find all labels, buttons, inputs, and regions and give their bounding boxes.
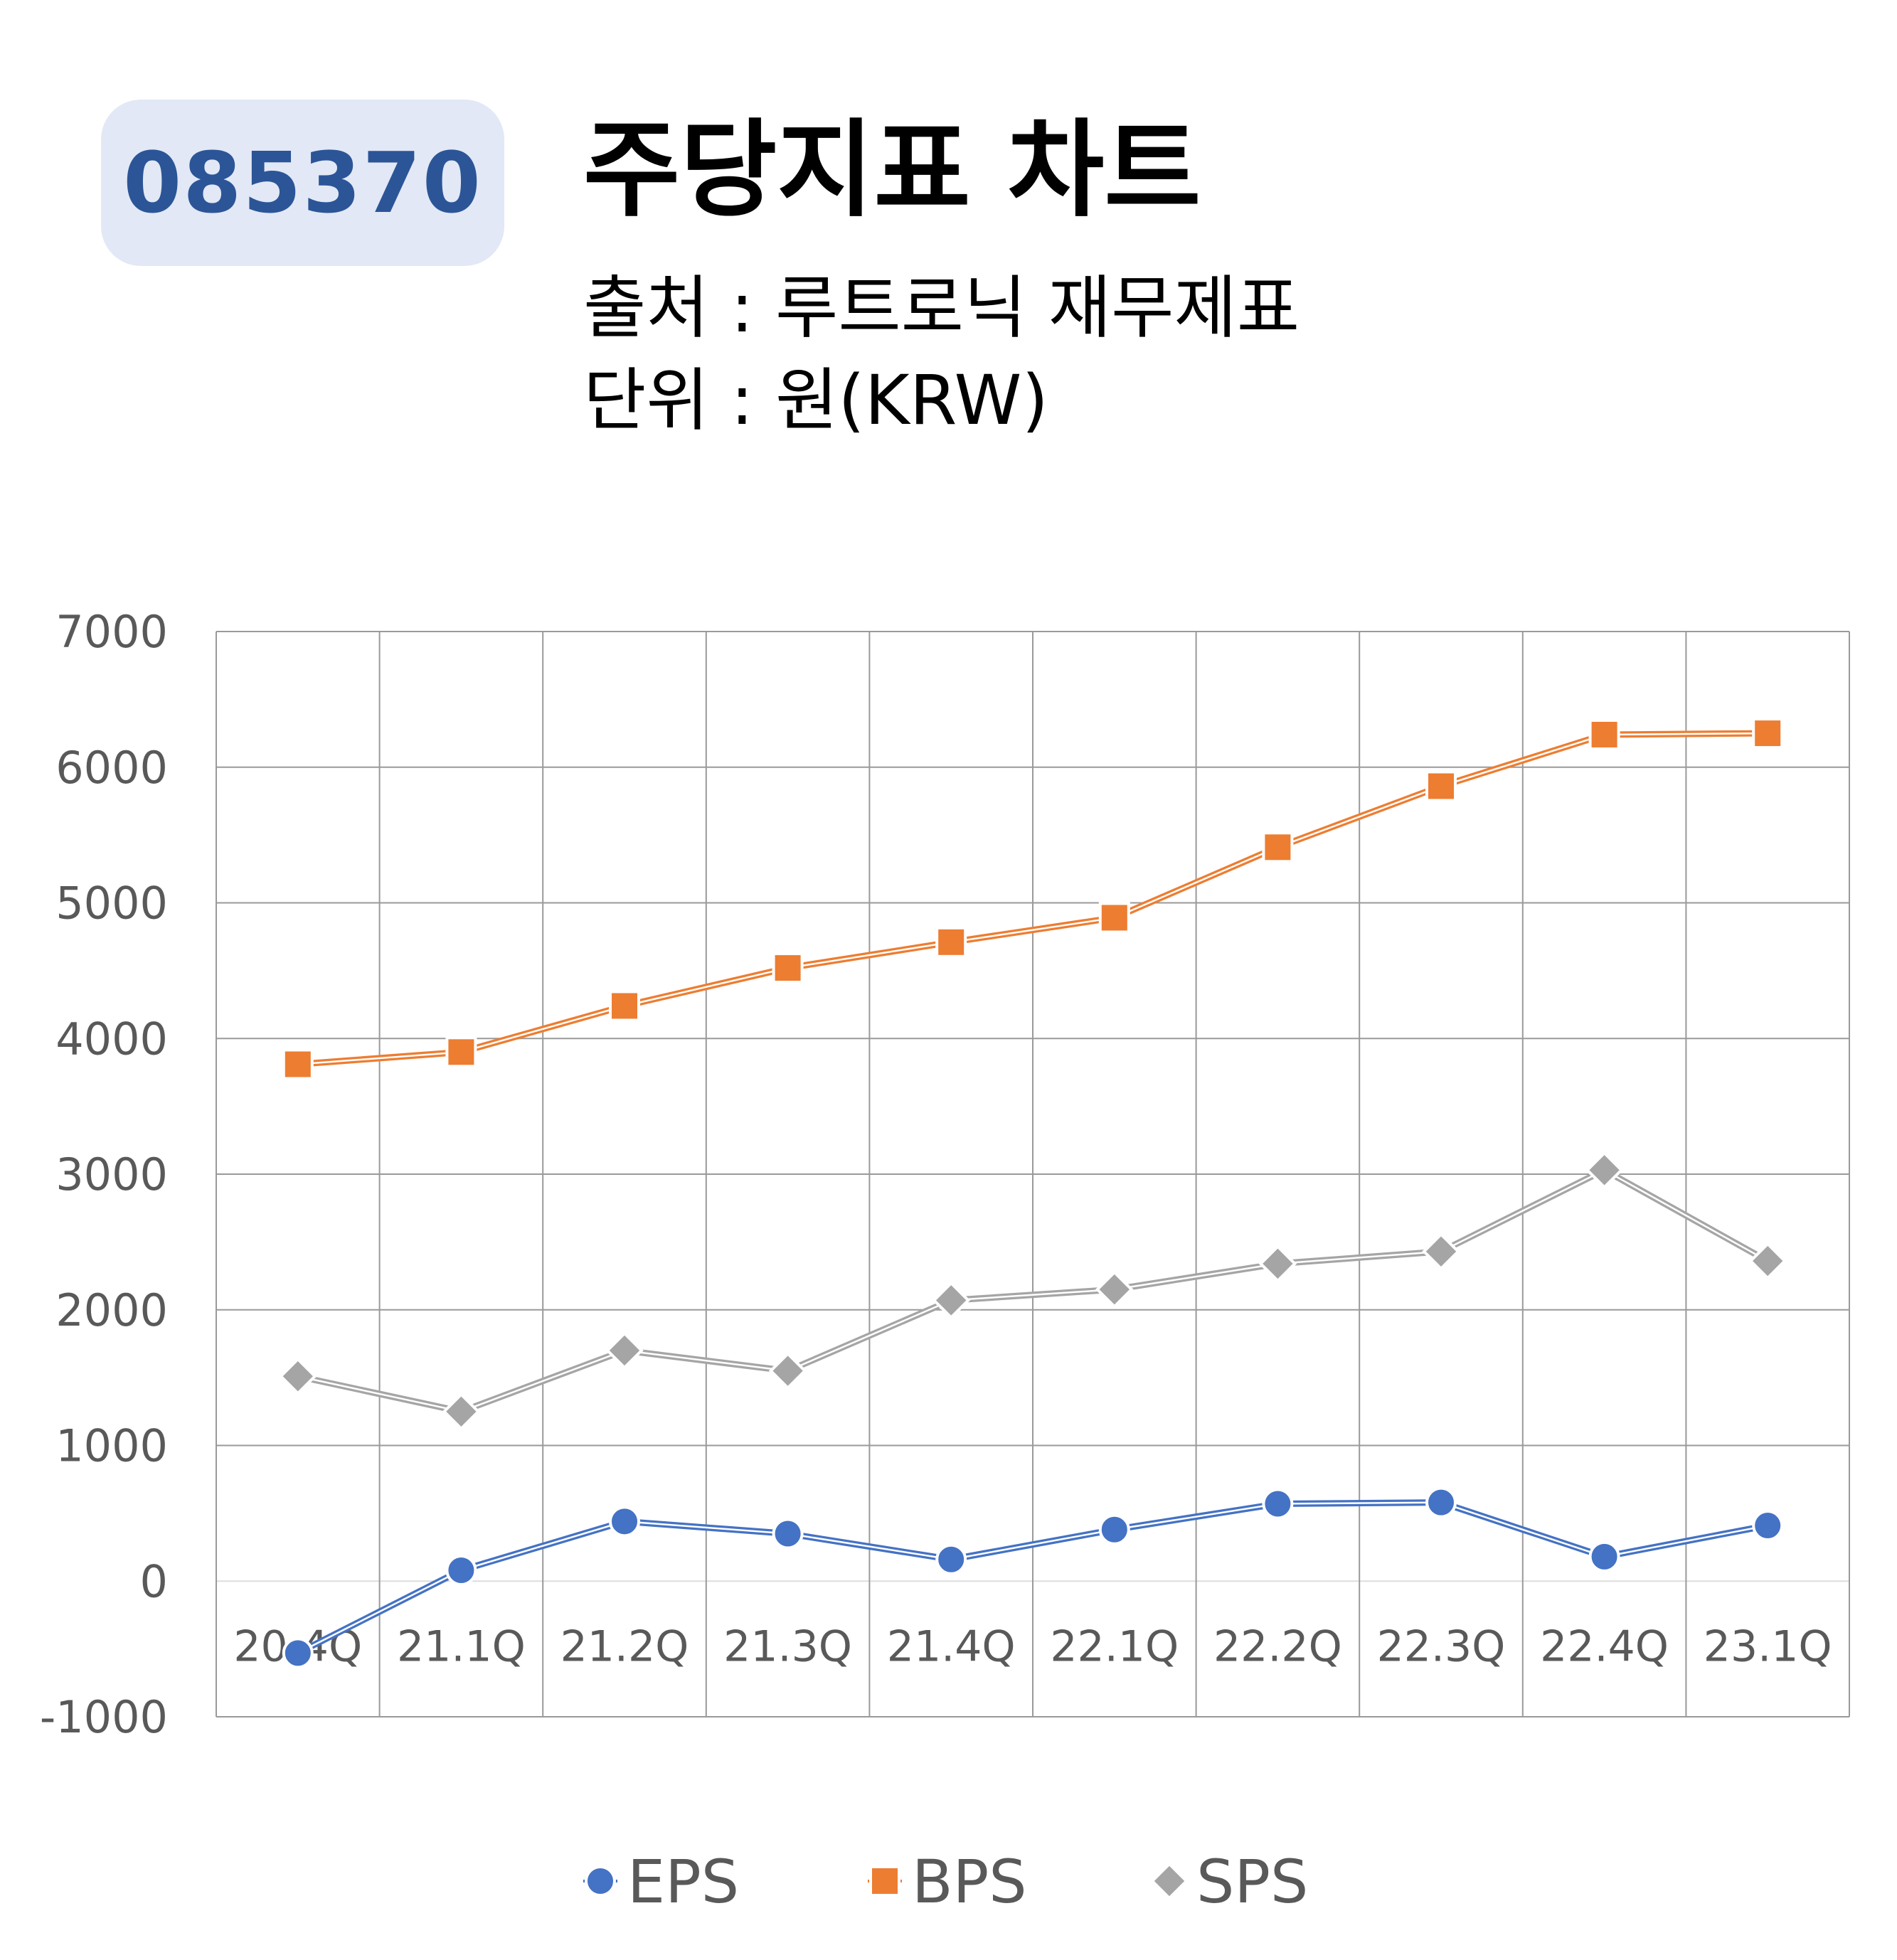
sps-point [278,1357,317,1396]
eps-point [1262,1488,1294,1520]
x-tick-label: 22.1Q [1050,1621,1179,1671]
sps-point [1748,1242,1787,1280]
bps-point [1752,718,1784,750]
eps-line-highlight [297,1501,1768,1654]
y-axis-ticks: 7000 6000 5000 4000 3000 2000 1000 0 -1000 [40,606,168,1743]
sps-point [932,1281,971,1320]
unit-label: 단위 : 원(KRW) [583,361,1048,440]
eps-legend-marker [585,1865,616,1897]
x-axis-ticks: 20.4Q21.1Q21.2Q21.3Q21.4Q22.1Q22.2Q22.3Q… [233,1621,1832,1671]
y-tick-label: 3000 [55,1149,168,1200]
y-tick-label: 7000 [55,606,168,658]
x-tick-label: 21.3Q [723,1621,852,1671]
x-tick-label: 23.1Q [1704,1621,1832,1671]
x-tick-label: 21.4Q [887,1621,1016,1671]
bps-point [1098,902,1130,934]
chart-gridlines [216,631,1850,1717]
x-tick-label: 21.2Q [560,1621,689,1671]
bps-point [1425,770,1457,802]
ticker-badge: 085370 [101,100,504,266]
sps-point [1585,1151,1624,1190]
y-tick-label: 6000 [55,742,168,794]
eps-point [1588,1540,1620,1572]
ticker-code: 085370 [123,134,482,232]
eps-point [445,1554,477,1586]
sps-line-highlight [297,1169,1768,1413]
sps-point [768,1351,807,1390]
eps-point [609,1506,640,1538]
y-tick-label: 1000 [55,1420,168,1472]
eps-point [935,1543,967,1575]
source-label: 출처 : 루트로닉 재무제표 [583,268,1300,348]
sps-point [1422,1232,1460,1271]
eps-point [1098,1513,1130,1545]
sps-point [605,1331,644,1370]
bps-legend-label: BPS [912,1847,1027,1917]
x-tick-label: 22.2Q [1213,1621,1342,1671]
y-tick-label: -1000 [40,1691,168,1743]
bps-point [282,1048,314,1080]
sps-point [1095,1270,1134,1309]
bps-legend-marker [869,1865,900,1897]
eps-point [282,1637,314,1669]
bps-point [935,926,967,958]
chart-title: 주당지표 차트 [583,109,1201,231]
sps-series [278,1151,1787,1431]
x-tick-label: 22.4Q [1540,1621,1669,1671]
bps-point [1262,831,1294,863]
y-tick-label: 4000 [55,1013,168,1065]
chart-legend: EPS BPS SPS [583,1847,1308,1917]
eps-point [1752,1510,1784,1542]
y-tick-label: 5000 [55,878,168,930]
bps-series [282,718,1784,1080]
sps-point [442,1392,481,1431]
bps-point [609,990,640,1022]
sps-legend-label: SPS [1196,1847,1308,1917]
bps-point [445,1036,477,1068]
sps-point [1258,1245,1297,1283]
x-tick-label: 21.1Q [397,1621,526,1671]
eps-series [282,1486,1784,1669]
bps-line-highlight [297,732,1768,1065]
y-tick-label: 0 [140,1555,168,1607]
x-tick-label: 22.3Q [1377,1621,1506,1671]
sps-legend-marker [1150,1862,1189,1900]
bps-point [772,952,804,984]
eps-point [772,1518,804,1550]
y-tick-label: 2000 [55,1284,168,1336]
eps-legend-label: EPS [627,1847,739,1917]
eps-point [1425,1486,1457,1518]
bps-point [1588,718,1620,750]
